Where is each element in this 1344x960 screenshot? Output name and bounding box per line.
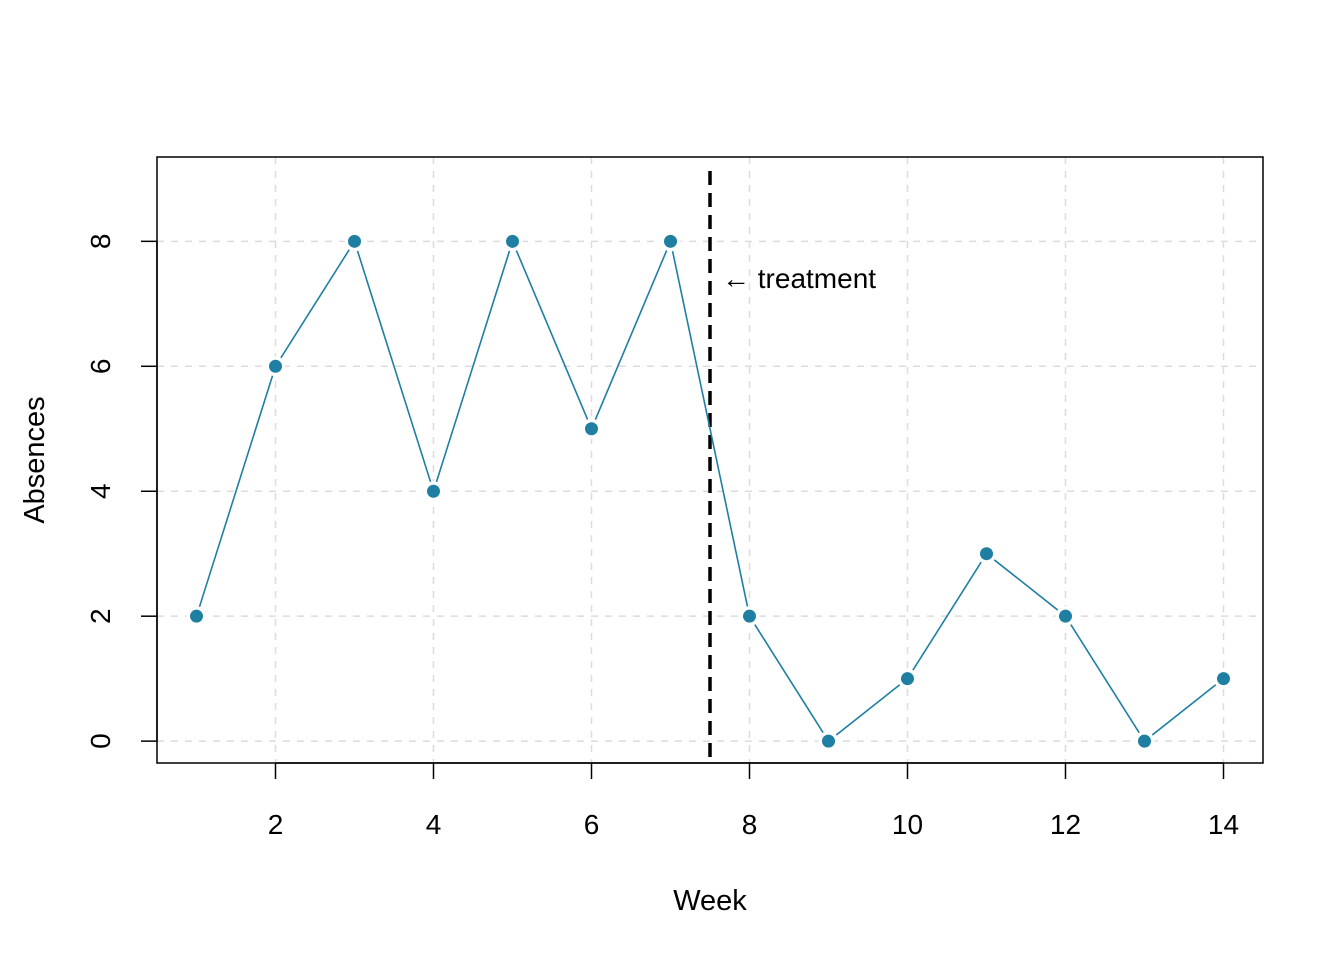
y-axis: 0 2 4 6 8 bbox=[85, 234, 158, 749]
y-tick-label: 6 bbox=[85, 358, 116, 374]
treatment-annotation: ← treatment bbox=[722, 263, 876, 294]
y-tick-label: 4 bbox=[85, 483, 116, 499]
x-tick-label: 4 bbox=[426, 809, 442, 840]
x-axis-title: Week bbox=[673, 885, 747, 917]
data-point bbox=[664, 234, 677, 248]
x-tick-label: 2 bbox=[268, 809, 284, 840]
data-point bbox=[585, 422, 598, 436]
data-point bbox=[1138, 734, 1151, 748]
x-tick-label: 14 bbox=[1208, 809, 1239, 840]
data-point bbox=[822, 734, 835, 748]
x-tick-label: 12 bbox=[1050, 809, 1081, 840]
x-tick-label: 8 bbox=[742, 809, 758, 840]
data-point bbox=[743, 609, 756, 623]
data-point bbox=[427, 484, 440, 498]
x-tick-label: 6 bbox=[584, 809, 600, 840]
data-point bbox=[506, 234, 519, 248]
y-tick-label: 0 bbox=[85, 733, 116, 749]
x-tick-label: 10 bbox=[892, 809, 923, 840]
data-point bbox=[269, 359, 282, 373]
x-axis: 2 4 6 8 10 12 14 bbox=[268, 762, 1239, 840]
data-point bbox=[901, 672, 914, 686]
series-group bbox=[186, 231, 1234, 752]
y-tick-label: 8 bbox=[85, 234, 116, 250]
data-point bbox=[1217, 672, 1230, 686]
data-point bbox=[980, 547, 993, 561]
series-line bbox=[195, 238, 1224, 743]
y-axis-title: Absences bbox=[19, 396, 51, 523]
data-point bbox=[190, 609, 203, 623]
y-tick-label: 2 bbox=[85, 608, 116, 624]
data-point bbox=[348, 234, 361, 248]
data-point bbox=[1059, 609, 1072, 623]
